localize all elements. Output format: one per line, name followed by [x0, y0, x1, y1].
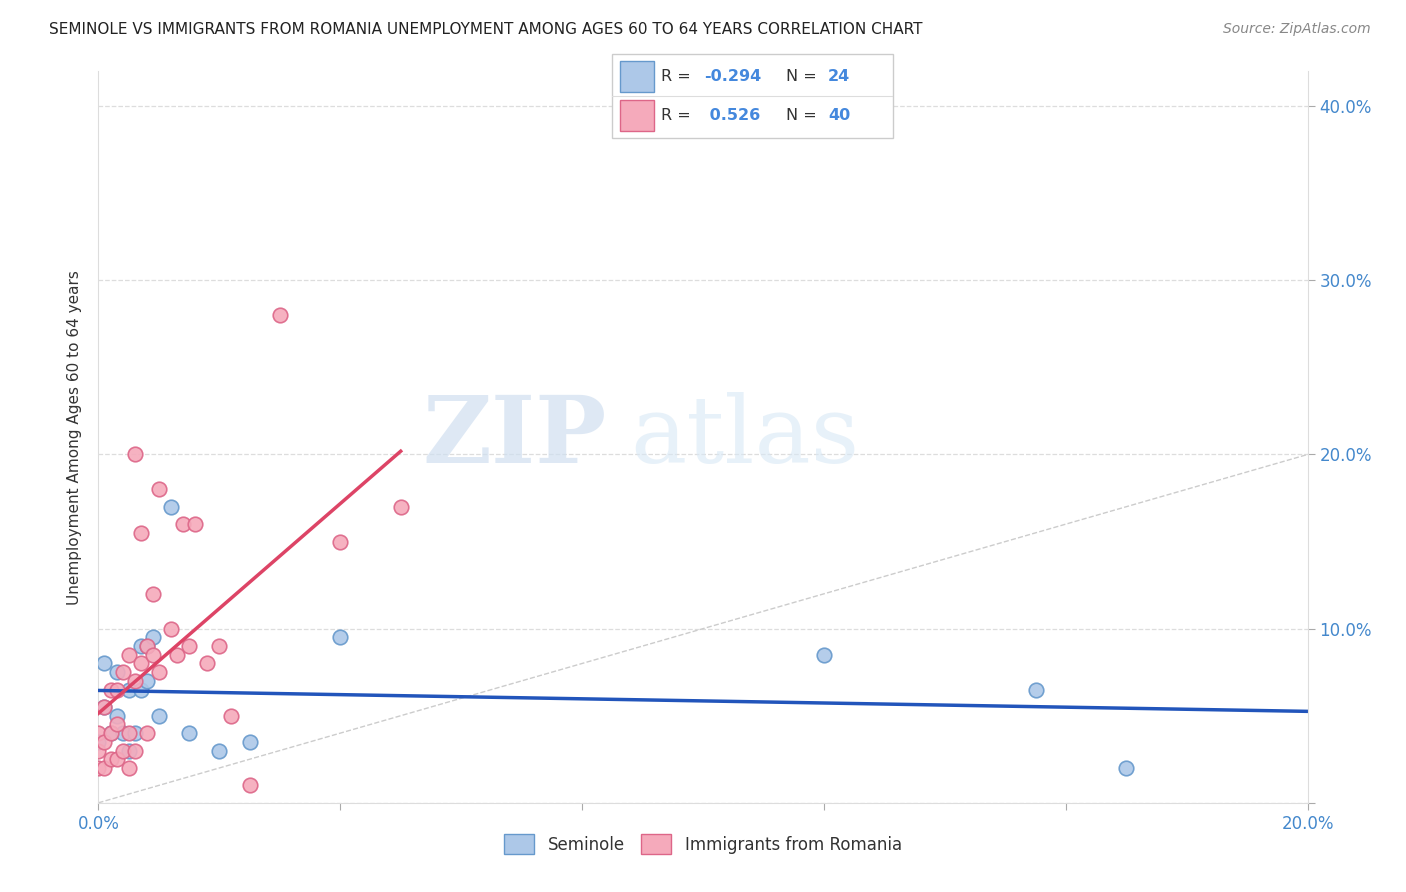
Point — [160, 500, 183, 514]
Text: R =: R = — [661, 69, 696, 84]
Point — [135, 673, 157, 688]
Point — [93, 657, 115, 671]
Point — [111, 665, 134, 680]
Text: atlas: atlas — [630, 392, 859, 482]
Point — [389, 500, 412, 514]
Point — [172, 517, 194, 532]
Text: Source: ZipAtlas.com: Source: ZipAtlas.com — [1223, 22, 1371, 37]
Point — [195, 657, 218, 671]
Point — [813, 648, 835, 662]
Point — [148, 665, 170, 680]
Point — [100, 682, 122, 697]
Point — [118, 648, 141, 662]
Point — [221, 708, 243, 723]
Point — [118, 682, 141, 697]
Point — [142, 648, 165, 662]
Point — [105, 708, 128, 723]
Point — [329, 631, 352, 645]
Point — [105, 665, 128, 680]
Point — [129, 639, 152, 653]
Point — [105, 752, 128, 766]
Point — [179, 726, 201, 740]
Point — [100, 752, 122, 766]
Point — [208, 639, 231, 653]
FancyBboxPatch shape — [612, 54, 893, 138]
Point — [111, 726, 134, 740]
Point — [1115, 761, 1137, 775]
Point — [100, 726, 122, 740]
Point — [179, 639, 201, 653]
FancyBboxPatch shape — [620, 100, 654, 130]
Text: N =: N = — [786, 108, 823, 123]
Point — [160, 622, 183, 636]
Point — [118, 743, 141, 757]
Text: 40: 40 — [828, 108, 851, 123]
Point — [93, 700, 115, 714]
Point — [124, 743, 146, 757]
Point — [129, 657, 152, 671]
Text: SEMINOLE VS IMMIGRANTS FROM ROMANIA UNEMPLOYMENT AMONG AGES 60 TO 64 YEARS CORRE: SEMINOLE VS IMMIGRANTS FROM ROMANIA UNEM… — [49, 22, 922, 37]
Point — [269, 308, 291, 322]
Point — [118, 726, 141, 740]
Point — [148, 483, 170, 497]
Point — [105, 682, 128, 697]
Point — [239, 735, 262, 749]
Point — [142, 631, 165, 645]
Point — [239, 778, 262, 792]
Point — [124, 448, 146, 462]
Point — [129, 525, 152, 540]
Point — [105, 717, 128, 731]
Text: N =: N = — [786, 69, 823, 84]
Point — [124, 726, 146, 740]
Point — [329, 534, 352, 549]
Text: -0.294: -0.294 — [704, 69, 762, 84]
Point — [87, 735, 110, 749]
Point — [208, 743, 231, 757]
Point — [1024, 682, 1046, 697]
Text: 24: 24 — [828, 69, 851, 84]
Point — [184, 517, 207, 532]
Text: ZIP: ZIP — [422, 392, 606, 482]
Text: 0.526: 0.526 — [704, 108, 761, 123]
Point — [87, 743, 110, 757]
Point — [166, 648, 188, 662]
Legend: Seminole, Immigrants from Romania: Seminole, Immigrants from Romania — [498, 828, 908, 860]
Point — [118, 761, 141, 775]
Point — [87, 726, 110, 740]
Point — [142, 587, 165, 601]
Point — [135, 639, 157, 653]
Point — [87, 761, 110, 775]
FancyBboxPatch shape — [620, 62, 654, 92]
Point — [93, 761, 115, 775]
Y-axis label: Unemployment Among Ages 60 to 64 years: Unemployment Among Ages 60 to 64 years — [67, 269, 83, 605]
Point — [100, 726, 122, 740]
Point — [135, 726, 157, 740]
Point — [148, 708, 170, 723]
Point — [93, 735, 115, 749]
Point — [111, 743, 134, 757]
Text: R =: R = — [661, 108, 696, 123]
Point — [124, 673, 146, 688]
Point — [129, 682, 152, 697]
Point — [93, 700, 115, 714]
Point — [135, 639, 157, 653]
